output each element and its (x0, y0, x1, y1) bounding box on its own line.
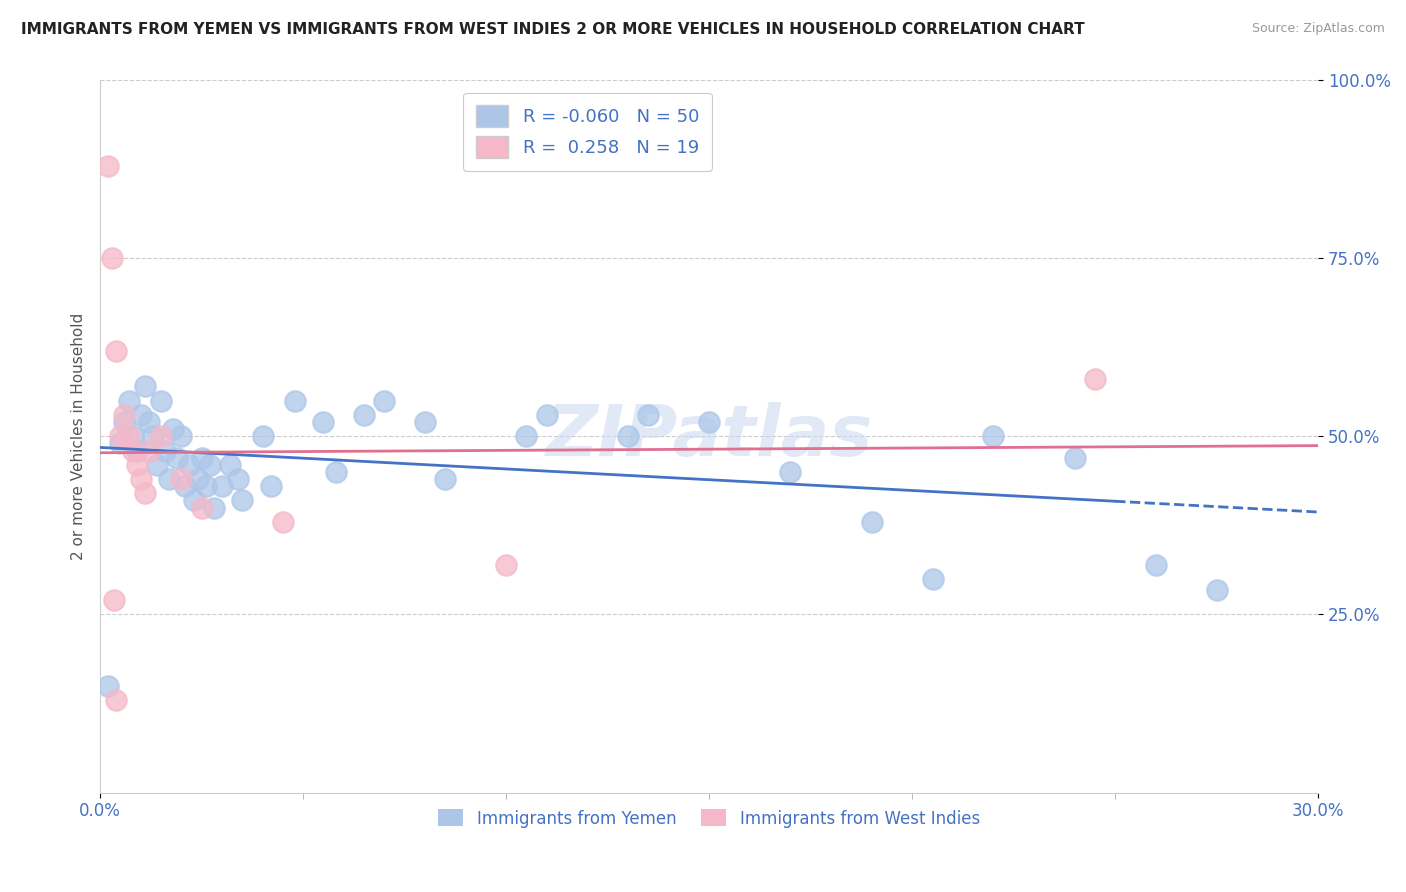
Point (105, 693, 128, 707)
Point (252, 429, 274, 443)
Point (260, 479, 283, 493)
Point (101, 251, 124, 265)
Point (105, 343, 128, 358)
Point (211, 479, 233, 493)
Point (495, 558, 517, 572)
Point (157, 472, 180, 486)
Y-axis label: 2 or more Vehicles in Household: 2 or more Vehicles in Household (72, 313, 86, 560)
Point (179, 458, 201, 472)
Point (166, 450, 188, 465)
Point (325, 465, 347, 479)
Text: Source: ZipAtlas.com: Source: ZipAtlas.com (1251, 22, 1385, 36)
Text: IMMIGRANTS FROM YEMEN VS IMMIGRANTS FROM WEST INDIES 2 OR MORE VEHICLES IN HOUSE: IMMIGRANTS FROM YEMEN VS IMMIGRANTS FROM… (21, 22, 1084, 37)
Point (434, 472, 457, 486)
Point (142, 429, 165, 443)
Point (536, 408, 558, 422)
Point (312, 415, 335, 429)
Point (779, 465, 801, 479)
Point (190, 500, 212, 515)
Legend: Immigrants from Yemen, Immigrants from West Indies: Immigrants from Yemen, Immigrants from W… (432, 803, 987, 834)
Point (134, 379, 156, 393)
Point (114, 415, 136, 429)
Point (1084, 372, 1107, 386)
Point (121, 443, 143, 458)
Point (110, 436, 132, 450)
Point (231, 493, 253, 508)
Point (110, 429, 132, 443)
Point (187, 472, 209, 486)
Point (202, 500, 225, 515)
Point (413, 415, 436, 429)
Point (114, 408, 136, 422)
Point (1205, 582, 1227, 597)
Point (117, 393, 139, 408)
Point (103, 593, 125, 607)
Point (170, 429, 193, 443)
Point (170, 472, 193, 486)
Point (194, 479, 217, 493)
Point (146, 458, 169, 472)
Point (226, 472, 249, 486)
Point (983, 429, 1005, 443)
Point (150, 429, 173, 443)
Point (129, 408, 152, 422)
Point (617, 429, 640, 443)
Point (373, 393, 395, 408)
Point (134, 486, 156, 500)
Point (860, 515, 883, 529)
Point (190, 450, 212, 465)
Point (219, 458, 242, 472)
Point (271, 515, 294, 529)
Point (637, 408, 659, 422)
Point (183, 493, 205, 508)
Point (353, 408, 375, 422)
Point (138, 415, 160, 429)
Point (284, 393, 307, 408)
Point (117, 429, 139, 443)
Point (129, 472, 152, 486)
Point (97, 159, 120, 173)
Point (162, 422, 184, 436)
Point (515, 429, 537, 443)
Point (125, 458, 148, 472)
Point (138, 443, 160, 458)
Point (198, 458, 221, 472)
Point (1144, 558, 1167, 572)
Point (697, 415, 720, 429)
Text: ZIPatlas: ZIPatlas (546, 401, 873, 471)
Point (1063, 450, 1085, 465)
Point (174, 479, 197, 493)
Point (97, 679, 120, 693)
Point (921, 572, 943, 586)
Point (125, 443, 148, 458)
Point (121, 429, 143, 443)
Point (153, 443, 176, 458)
Point (150, 393, 173, 408)
